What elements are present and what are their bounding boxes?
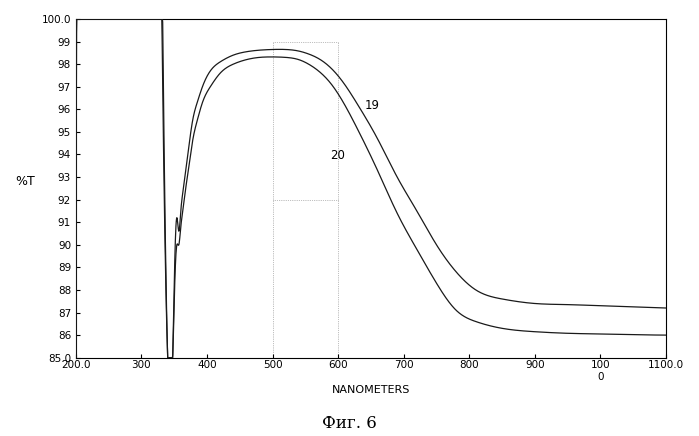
Text: Фиг. 6: Фиг. 6: [322, 415, 377, 432]
X-axis label: NANOMETERS: NANOMETERS: [332, 385, 410, 395]
Text: 20: 20: [330, 149, 345, 162]
Text: 19: 19: [364, 99, 380, 112]
Y-axis label: %T: %T: [15, 175, 35, 188]
